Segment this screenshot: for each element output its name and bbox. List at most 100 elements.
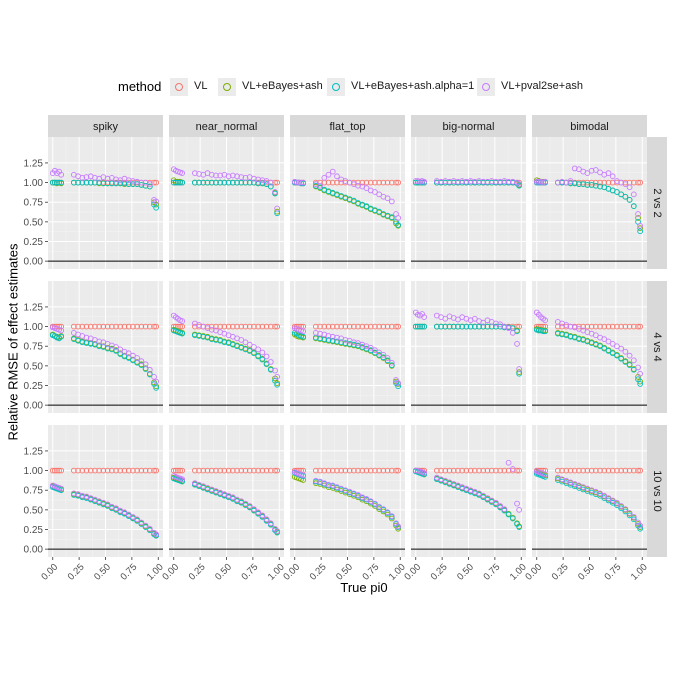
data-point bbox=[571, 467, 578, 474]
data-point bbox=[153, 179, 159, 186]
data-point bbox=[204, 323, 211, 330]
data-point bbox=[501, 179, 508, 186]
data-point bbox=[376, 352, 383, 358]
data-point bbox=[501, 178, 508, 184]
panel bbox=[48, 425, 163, 557]
data-point bbox=[540, 328, 546, 335]
data-point bbox=[274, 208, 280, 215]
data-point bbox=[196, 467, 202, 474]
data-point bbox=[225, 173, 232, 180]
data-point bbox=[246, 179, 253, 186]
data-point bbox=[251, 467, 257, 474]
data-point bbox=[242, 323, 249, 330]
data-point bbox=[138, 182, 145, 188]
data-point bbox=[514, 500, 520, 507]
data-point bbox=[384, 509, 391, 516]
data-point bbox=[415, 323, 421, 330]
data-point bbox=[637, 228, 643, 235]
data-point bbox=[576, 467, 582, 474]
data-point bbox=[274, 381, 280, 388]
data-point bbox=[480, 494, 487, 501]
data-point bbox=[516, 467, 522, 474]
data-point bbox=[450, 467, 457, 474]
data-point bbox=[609, 467, 616, 474]
data-point bbox=[536, 327, 542, 334]
data-point bbox=[177, 323, 183, 330]
data-point bbox=[480, 492, 487, 499]
data-point bbox=[421, 323, 428, 330]
data-point bbox=[334, 338, 340, 345]
data-point bbox=[338, 323, 345, 330]
data-point bbox=[121, 323, 128, 330]
data-point bbox=[622, 506, 629, 512]
data-point bbox=[433, 323, 440, 330]
y-tick-label: 0.25 bbox=[24, 237, 44, 248]
data-point bbox=[213, 337, 219, 343]
data-point bbox=[121, 509, 128, 516]
data-point bbox=[419, 323, 425, 330]
data-point bbox=[501, 506, 508, 512]
data-point bbox=[536, 178, 542, 185]
y-tick-label: 0.50 bbox=[24, 505, 44, 516]
data-point bbox=[229, 496, 236, 502]
data-point bbox=[630, 516, 637, 523]
data-point bbox=[626, 362, 633, 368]
data-point bbox=[488, 178, 495, 184]
data-point bbox=[272, 189, 278, 195]
data-point bbox=[509, 467, 516, 474]
data-point bbox=[463, 323, 470, 330]
y-tick-label: 0.00 bbox=[24, 545, 44, 556]
data-point bbox=[442, 178, 449, 184]
data-point bbox=[516, 507, 522, 513]
data-point bbox=[614, 189, 620, 195]
data-point bbox=[372, 189, 378, 195]
legend-label-ebayes-ash-alpha: VL+eBayes+ash.alpha=1 bbox=[351, 80, 475, 92]
data-point bbox=[614, 467, 620, 474]
data-point bbox=[350, 467, 357, 474]
legend-key-ebayes-ash-alpha bbox=[327, 78, 345, 96]
data-point bbox=[294, 179, 300, 186]
data-point bbox=[179, 179, 186, 186]
data-point bbox=[637, 179, 643, 186]
data-point bbox=[514, 341, 520, 347]
data-point bbox=[493, 499, 499, 506]
data-point bbox=[138, 467, 145, 474]
data-point bbox=[476, 323, 482, 330]
data-point bbox=[267, 323, 274, 330]
data-point bbox=[484, 496, 491, 503]
data-point bbox=[321, 323, 328, 330]
data-point bbox=[493, 320, 499, 327]
data-point bbox=[601, 492, 608, 499]
data-point bbox=[153, 531, 159, 538]
data-point bbox=[622, 181, 629, 187]
data-point bbox=[267, 520, 274, 527]
data-point bbox=[208, 171, 215, 178]
data-point bbox=[153, 323, 159, 330]
data-point bbox=[559, 467, 565, 474]
data-point bbox=[626, 197, 633, 203]
data-point bbox=[630, 191, 637, 198]
data-point bbox=[108, 323, 115, 330]
data-point bbox=[259, 514, 266, 520]
data-point bbox=[87, 467, 94, 474]
data-point bbox=[363, 496, 370, 502]
data-point bbox=[255, 467, 262, 474]
data-point bbox=[208, 179, 215, 186]
data-point bbox=[134, 178, 141, 185]
data-point bbox=[196, 179, 202, 186]
data-point bbox=[438, 178, 444, 185]
data-point bbox=[635, 179, 641, 186]
data-point bbox=[630, 323, 637, 330]
data-point bbox=[221, 323, 228, 330]
data-point bbox=[609, 350, 616, 357]
data-point bbox=[334, 179, 340, 186]
data-point bbox=[263, 518, 270, 524]
data-point bbox=[359, 179, 366, 186]
data-point bbox=[554, 330, 561, 337]
data-point bbox=[605, 495, 612, 501]
data-point bbox=[121, 467, 128, 474]
data-point bbox=[70, 490, 77, 497]
data-point bbox=[471, 315, 478, 322]
data-point bbox=[113, 505, 119, 512]
data-point bbox=[505, 511, 512, 518]
